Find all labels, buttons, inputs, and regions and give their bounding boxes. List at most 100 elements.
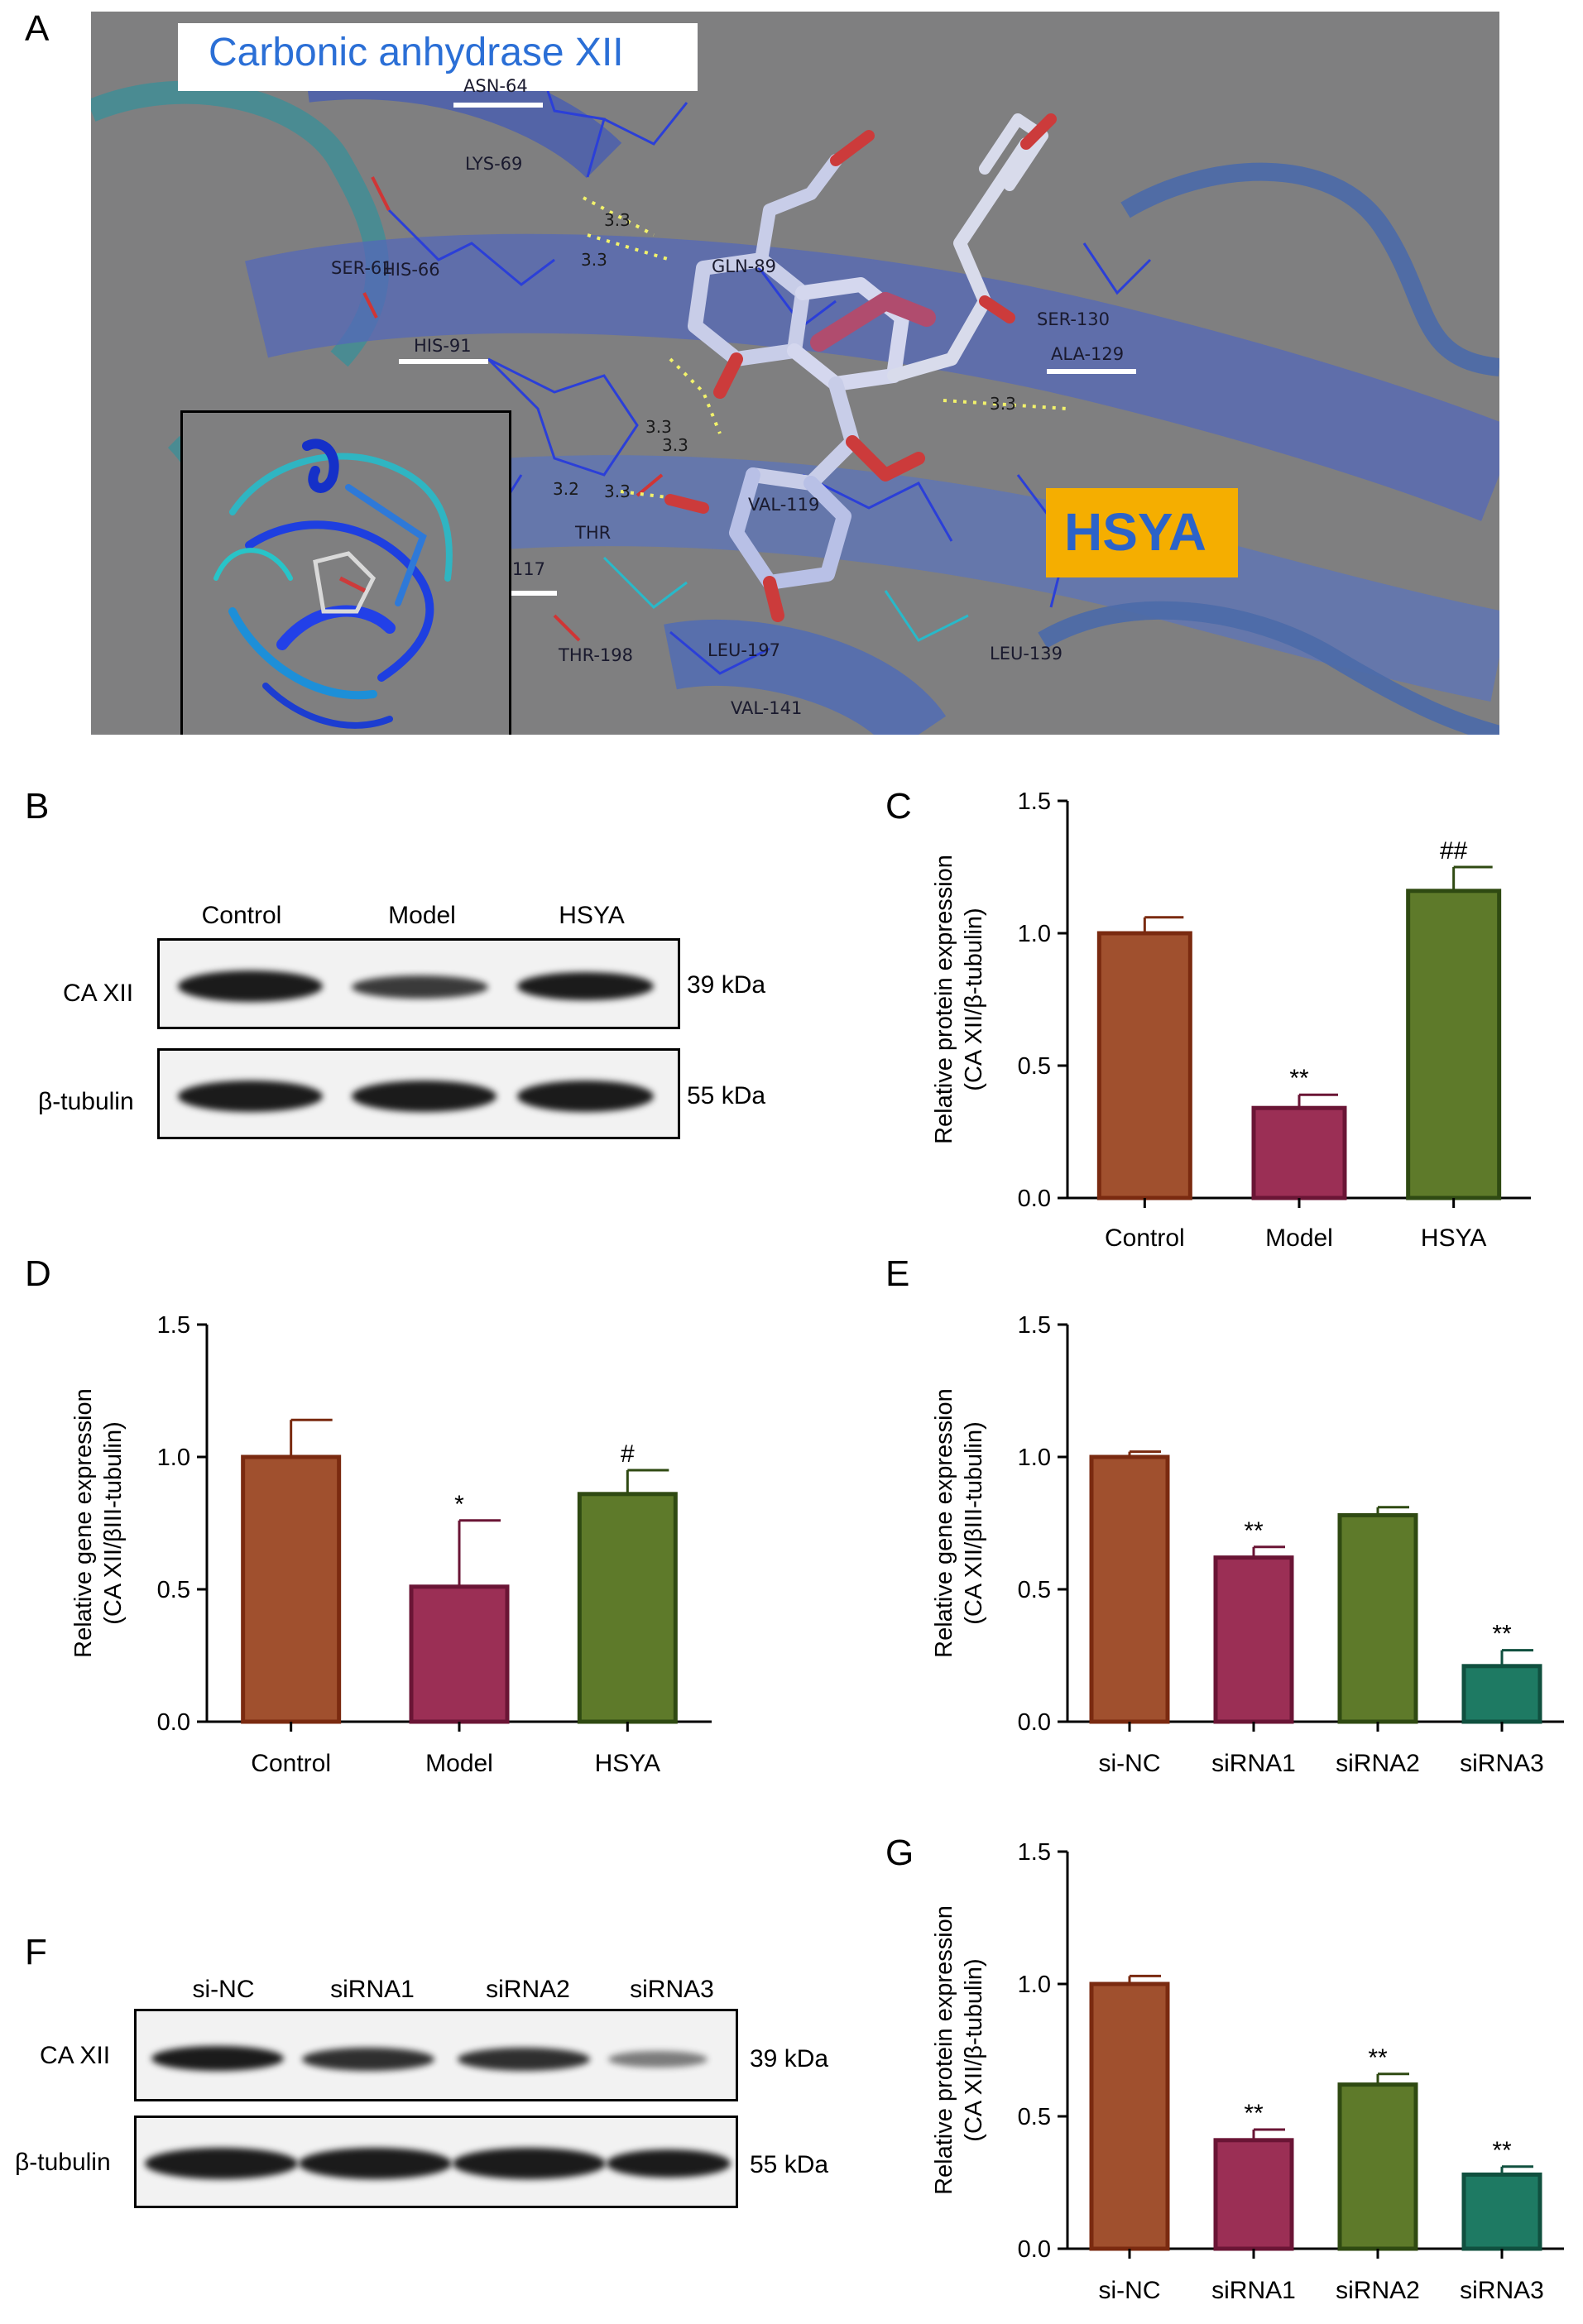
ligand-label: HSYA	[1064, 502, 1206, 562]
residue-label: SER-61	[331, 258, 393, 278]
hbond-distance: 3.3	[604, 210, 631, 230]
row-label: CA XII	[63, 980, 134, 1007]
blot-band	[352, 975, 488, 999]
y-tick-label: 0.5	[157, 1577, 190, 1603]
residue-label: LYS-69	[465, 154, 523, 174]
x-tick-label: Model	[425, 1750, 493, 1777]
x-tick-label: siRNA3	[1460, 2277, 1544, 2304]
panel-letter-f: F	[25, 1932, 47, 1972]
significance-marker: **	[1244, 1517, 1264, 1545]
y-axis-label: (CA XII/β-tubulin)	[961, 1958, 987, 2141]
panel-letter-g: G	[885, 1833, 914, 1873]
protein-overview-illustration	[213, 438, 453, 729]
hbond-distance: 3.3	[662, 435, 688, 455]
y-axis-label: Relative protein expression	[931, 855, 957, 1144]
y-tick-label: 1.0	[1018, 921, 1051, 947]
docking-image: Carbonic anhydrase XII ASN-64 LYS-69 SER…	[91, 12, 1499, 735]
row-label: β-tubulin	[38, 1088, 134, 1115]
y-axis-label: (CA XII/β-tubulin)	[961, 908, 987, 1090]
residue-underline	[1047, 369, 1136, 374]
x-tick-label: si-NC	[1099, 1750, 1161, 1777]
lane-label: Model	[388, 902, 456, 929]
x-tick-label: Model	[1265, 1224, 1333, 1252]
significance-marker: ##	[1440, 837, 1468, 865]
lane-label: siRNA2	[486, 1976, 570, 2003]
residue-label: HIS-66	[382, 260, 440, 280]
ligand-badge	[1046, 488, 1238, 577]
residue-label: ALA-129	[1051, 344, 1125, 364]
y-tick-label: 0.5	[1018, 1577, 1051, 1603]
x-tick-label: siRNA1	[1211, 1750, 1296, 1777]
y-tick-label: 1.5	[1018, 1312, 1051, 1339]
y-tick-label: 1.5	[1018, 1839, 1051, 1866]
residue-label: VAL-119	[748, 495, 820, 515]
residue-label: SER-130	[1037, 309, 1110, 329]
bar-chart-d: 0.0 0.5 1.0 1.5 Relative gene expression (CA …	[70, 1312, 712, 1777]
x-tick-label: siRNA2	[1336, 1750, 1420, 1777]
overview-inset	[180, 410, 511, 735]
bar-chart-e: 0.0 0.5 1.0 1.5 Relative gene expression (CA …	[931, 1312, 1564, 1777]
residue-underline	[468, 591, 557, 596]
blot-band	[607, 2149, 731, 2178]
bar	[1213, 2138, 1294, 2251]
y-tick-label: 0.5	[1018, 1053, 1051, 1080]
significance-marker: **	[1492, 1621, 1512, 1648]
blot-band	[145, 2148, 298, 2179]
blot-band	[178, 970, 323, 1002]
y-tick-label: 0.0	[1018, 1709, 1051, 1736]
y-tick-label: 0.0	[1018, 1186, 1051, 1212]
significance-marker: *	[454, 1491, 464, 1518]
residue-label: ASN-64	[463, 76, 528, 96]
bar	[1096, 931, 1192, 1200]
lane-label: si-NC	[192, 1976, 255, 2003]
protein-title: Carbonic anhydrase XII	[209, 31, 624, 74]
residue-underline	[453, 103, 543, 108]
kda-label: 39 kDa	[750, 2045, 829, 2072]
significance-marker: **	[1289, 1065, 1309, 1092]
lane-label: siRNA3	[630, 1976, 714, 2003]
y-tick-label: 1.0	[1018, 1972, 1051, 1998]
panel-letter-b: B	[25, 786, 50, 827]
panel-letter-d: D	[25, 1253, 51, 1294]
kda-label: 55 kDa	[750, 2151, 829, 2178]
residue-label: THR	[575, 523, 612, 543]
y-tick-label: 0.5	[1018, 2104, 1051, 2130]
blot-band	[517, 972, 654, 1000]
panel-letter-a: A	[25, 8, 50, 49]
bar	[1213, 1555, 1294, 1724]
x-tick-label: HSYA	[1421, 1224, 1486, 1252]
bar	[1461, 1664, 1542, 1724]
y-tick-label: 1.5	[1018, 788, 1051, 815]
kda-label: 55 kDa	[687, 1082, 766, 1109]
y-tick-label: 1.5	[157, 1312, 190, 1339]
blot-band	[151, 2046, 284, 2071]
row-label: CA XII	[40, 2042, 111, 2069]
y-tick-label: 1.0	[1018, 1445, 1051, 1471]
x-tick-label: siRNA2	[1336, 2277, 1420, 2304]
blot-strip-ca12	[157, 938, 680, 1029]
significance-marker: **	[1244, 2100, 1264, 2127]
residue-label: LEU-197	[708, 640, 780, 660]
y-axis-label: Relative gene expression	[70, 1388, 97, 1658]
hbond-distance: 3.3	[581, 250, 607, 270]
panel-letter-c: C	[885, 786, 912, 827]
lane-label: siRNA1	[330, 1976, 415, 2003]
residue-label: HIS-91	[414, 336, 472, 356]
blot-strip-ca12	[134, 2009, 738, 2101]
significance-marker: **	[1492, 2137, 1512, 2164]
hbond-distance: 3.3	[645, 417, 672, 437]
blot-band	[517, 1081, 654, 1112]
blot-band	[299, 2148, 452, 2179]
bar	[1251, 1105, 1347, 1200]
blot-band	[608, 2051, 708, 2068]
blot-strip-tubulin	[134, 2116, 738, 2208]
bar-chart-c: 0.0 0.5 1.0 1.5 Relative protein expression(…	[931, 788, 1531, 1252]
row-label: β-tubulin	[15, 2149, 111, 2176]
blot-band	[458, 2048, 590, 2071]
residue-label: THR-198	[559, 645, 634, 665]
y-axis-label: (CA XII/βIII-tubulin)	[961, 1421, 987, 1625]
x-tick-label: si-NC	[1099, 2277, 1161, 2304]
bar	[577, 1492, 678, 1724]
lane-label: Control	[201, 902, 282, 929]
title-box	[178, 23, 698, 91]
